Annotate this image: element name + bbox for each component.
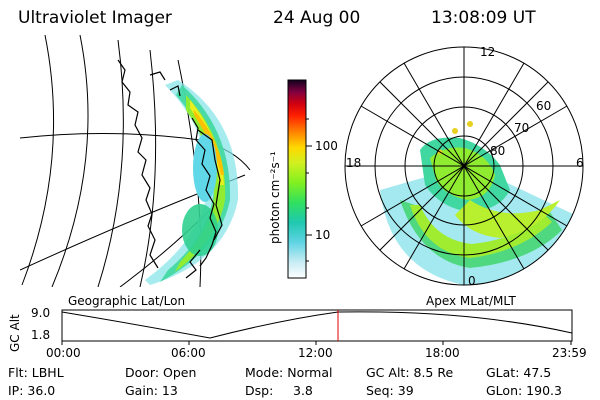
mode-info: Mode: Normal	[245, 365, 333, 380]
colorbar-tick-10: 10	[315, 228, 331, 242]
timeline-ylabel: GC Alt	[8, 314, 22, 352]
timeline-ytick-9: 9.0	[31, 306, 51, 320]
timeline-xtick-1200: 12:00	[298, 346, 333, 360]
aurora-emission-geo	[145, 80, 239, 285]
mlt-label-0: 0	[468, 274, 476, 288]
timeline-xtick-0600: 06:00	[171, 346, 206, 360]
dsp-info-value: 3.8	[293, 383, 313, 398]
glon-info: GLon: 190.3	[486, 383, 562, 398]
gc-alt-info: GC Alt: 8.5 Re	[366, 365, 454, 380]
mlat-label-60: 60	[536, 99, 552, 113]
polar-plot	[344, 46, 584, 286]
geo-panel-label: Geographic Lat/Lon	[68, 294, 186, 308]
seq-info: Seq: 39	[366, 383, 414, 398]
mlt-label-12: 12	[480, 45, 496, 59]
timeline-xtick-1800: 18:00	[425, 346, 460, 360]
timeline-ytick-1-8: 1.8	[31, 328, 51, 342]
date-label: 24 Aug 00	[273, 8, 361, 28]
polar-panel-label: Apex MLat/MLT	[426, 294, 516, 308]
filter-info: Flt: LBHL	[8, 365, 64, 380]
door-info: Door: Open	[125, 365, 197, 380]
colorbar-tick-100: 100	[315, 139, 338, 153]
altitude-timeline	[61, 309, 573, 345]
colorbar-unit-label: photon cm⁻²s⁻¹	[268, 151, 282, 244]
mlat-label-80: 80	[490, 144, 506, 158]
ip-info: IP: 36.0	[8, 383, 56, 398]
gain-info: Gain: 13	[125, 383, 178, 398]
dsp-info-label: Dsp:	[245, 383, 274, 398]
geographic-map	[20, 35, 251, 287]
colorbar	[287, 79, 312, 279]
glat-info: GLat: 47.5	[486, 365, 552, 380]
timeline-xtick-0000: 00:00	[46, 346, 81, 360]
time-label: 13:08:09 UT	[431, 8, 536, 28]
mlat-label-70: 70	[514, 121, 530, 135]
timeline-xtick-2359: 23:59	[552, 346, 587, 360]
aurora-emission-polar	[380, 121, 575, 285]
mlt-label-18: 18	[346, 156, 362, 170]
instrument-title: Ultraviolet Imager	[18, 8, 172, 28]
coastline	[117, 59, 223, 279]
mlt-label-6: 6	[576, 156, 584, 170]
